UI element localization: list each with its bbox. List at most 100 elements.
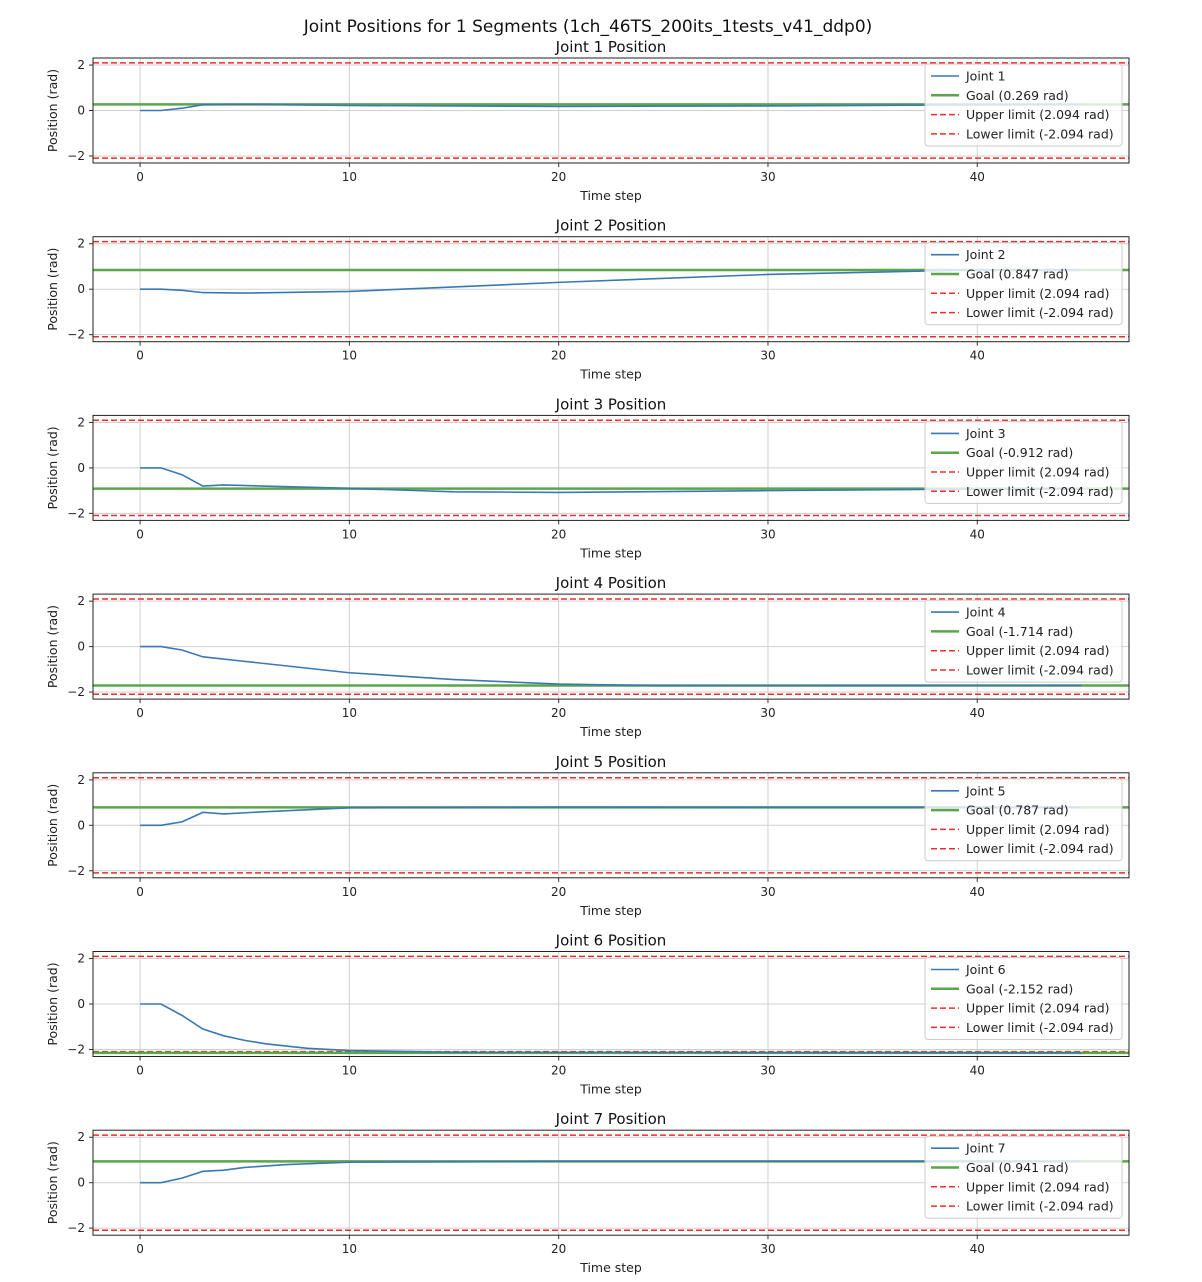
- y-axis-label: Position (rad): [45, 426, 60, 509]
- x-tick-label: 10: [342, 1242, 357, 1256]
- x-tick-label: 0: [136, 706, 144, 720]
- legend-entry: Joint 7: [965, 1141, 1006, 1156]
- y-tick-label: 2: [77, 237, 85, 251]
- x-axis-label: Time step: [579, 545, 642, 560]
- y-axis-label: Position (rad): [45, 605, 60, 688]
- x-tick-label: 0: [136, 527, 144, 541]
- legend-entry: Goal (-1.714 rad): [966, 624, 1073, 639]
- axes-frame: [92, 414, 1130, 521]
- x-tick-label: 0: [136, 170, 144, 184]
- y-tick-label: 0: [77, 461, 85, 475]
- legend: Joint 7 Goal (0.941 rad) Upper limit (2.09…: [924, 1135, 1123, 1219]
- legend-box: [924, 242, 1123, 326]
- legend: Joint 2 Goal (0.847 rad) Upper limit (2.09…: [924, 242, 1123, 326]
- y-axis-label: Position (rad): [45, 248, 60, 331]
- legend-entry: Joint 2: [965, 247, 1006, 262]
- x-tick-label: 30: [760, 170, 775, 184]
- y-tick-label: 0: [77, 104, 85, 118]
- axes-frame: [92, 593, 1130, 700]
- axes-frame: [92, 772, 1130, 879]
- legend-entry: Joint 3: [965, 426, 1006, 441]
- legend: Joint 5 Goal (0.787 rad) Upper limit (2.09…: [924, 778, 1123, 862]
- legend: Joint 3 Goal (-0.912 rad) Upper limit (2.0…: [924, 420, 1123, 504]
- legend: Joint 6 Goal (-2.152 rad) Upper limit (2.0…: [924, 957, 1123, 1040]
- y-tick-label: 0: [77, 282, 85, 296]
- legend-entry: Goal (0.941 rad): [966, 1160, 1069, 1175]
- subplot-title: Joint 5 Position: [555, 753, 667, 771]
- joint-trajectory-line: [140, 645, 1082, 687]
- y-tick-label: 2: [77, 773, 85, 787]
- x-axis-label: Time step: [579, 903, 642, 918]
- x-tick-label: 40: [970, 349, 985, 363]
- x-tick-label: 30: [760, 1242, 775, 1256]
- x-tick-label: 10: [342, 1064, 357, 1078]
- joint-trajectory-line: [140, 269, 1082, 294]
- x-tick-label: 0: [136, 349, 144, 363]
- x-tick-label: 40: [970, 1064, 985, 1078]
- joint-trajectory-line: [140, 806, 1082, 827]
- y-tick-label: −2: [67, 1042, 85, 1056]
- x-axis-label: Time step: [579, 1260, 642, 1275]
- legend-entry: Upper limit (2.094 rad): [966, 643, 1110, 658]
- y-axis-label: Position (rad): [45, 69, 60, 152]
- x-tick-label: 20: [551, 1064, 566, 1078]
- legend-entry: Lower limit (-2.094 rad): [966, 484, 1114, 499]
- x-tick-label: 30: [760, 527, 775, 541]
- y-tick-label: −2: [67, 864, 85, 878]
- y-tick-label: 0: [77, 640, 85, 654]
- legend-entry: Lower limit (-2.094 rad): [966, 841, 1114, 856]
- legend-entry: Joint 6: [965, 962, 1006, 977]
- x-tick-label: 30: [760, 706, 775, 720]
- legend-entry: Goal (-0.912 rad): [966, 445, 1073, 460]
- x-tick-label: 0: [136, 1242, 144, 1256]
- legend-entry: Joint 1: [965, 69, 1006, 84]
- y-axis-label: Position (rad): [45, 784, 60, 867]
- legend-entry: Upper limit (2.094 rad): [966, 1179, 1110, 1194]
- x-tick-label: 40: [970, 885, 985, 899]
- y-tick-label: −2: [67, 149, 85, 163]
- x-tick-label: 20: [551, 170, 566, 184]
- x-tick-label: 0: [136, 1064, 144, 1078]
- legend-entry: Goal (-2.152 rad): [966, 981, 1073, 996]
- y-tick-label: 0: [77, 997, 85, 1011]
- legend-entry: Upper limit (2.094 rad): [966, 107, 1110, 122]
- y-tick-label: −2: [67, 328, 85, 342]
- legend-entry: Upper limit (2.094 rad): [966, 1001, 1110, 1016]
- axes-frame: [92, 1129, 1130, 1236]
- x-tick-label: 10: [342, 885, 357, 899]
- axes-frame: [92, 57, 1130, 164]
- y-tick-label: 2: [77, 952, 85, 966]
- joint-trajectory-line: [140, 103, 1082, 112]
- x-axis-label: Time step: [579, 724, 642, 739]
- x-axis-label: Time step: [579, 1082, 642, 1097]
- subplot-title: Joint 1 Position: [555, 38, 667, 56]
- x-axis-label: Time step: [579, 367, 642, 382]
- legend-box: [924, 1135, 1123, 1219]
- y-tick-label: 2: [77, 594, 85, 608]
- subplot-title: Joint 3 Position: [555, 395, 667, 413]
- x-tick-label: 20: [551, 706, 566, 720]
- x-tick-label: 30: [760, 885, 775, 899]
- x-tick-label: 10: [342, 170, 357, 184]
- legend-box: [924, 957, 1123, 1040]
- joint-trajectory-line: [140, 1003, 1082, 1054]
- x-tick-label: 10: [342, 349, 357, 363]
- x-tick-label: 30: [760, 1064, 775, 1078]
- legend-entry: Lower limit (-2.094 rad): [966, 663, 1114, 678]
- legend-entry: Goal (0.269 rad): [966, 88, 1069, 103]
- subplot-title: Joint 4 Position: [555, 574, 667, 592]
- legend-entry: Lower limit (-2.094 rad): [966, 1020, 1114, 1035]
- x-tick-label: 20: [551, 349, 566, 363]
- legend-box: [924, 420, 1123, 504]
- legend-entry: Lower limit (-2.094 rad): [966, 305, 1114, 320]
- x-tick-label: 10: [342, 527, 357, 541]
- legend-box: [924, 63, 1123, 147]
- subplot-title: Joint 6 Position: [555, 932, 667, 950]
- joint-trajectory-line: [140, 467, 1082, 494]
- y-tick-label: 0: [77, 818, 85, 832]
